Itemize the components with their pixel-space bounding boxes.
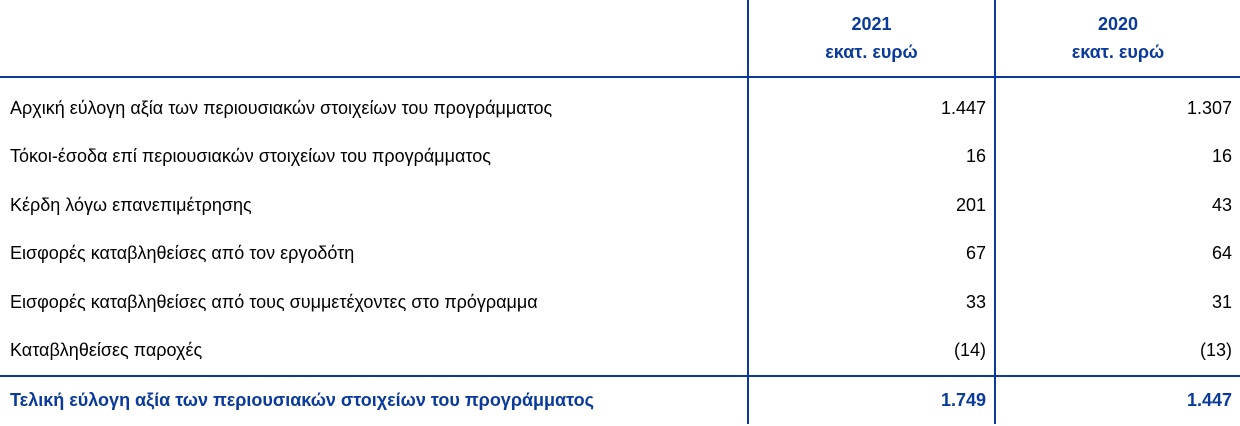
value-2020: 16 <box>994 132 1240 181</box>
row-label: Εισφορές καταβληθείσες από τους συμμετέχ… <box>10 291 538 312</box>
table-row: Αρχική εύλογη αξία των περιουσιακών στοι… <box>0 77 1240 133</box>
header-year: 2021 <box>851 14 892 34</box>
value-2021: 201 <box>747 181 995 230</box>
row-label: Τόκοι-έσοδα επί περιουσιακών στοιχείων τ… <box>10 146 491 167</box>
total-2020: 1.447 <box>994 375 1240 424</box>
total-2021: 1.749 <box>747 375 995 424</box>
total-row: Τελική εύλογη αξία των περιουσιακών στοι… <box>0 375 1240 424</box>
row-label: Κέρδη λόγω επανεπιμέτρησης <box>10 194 252 215</box>
value-2020: 31 <box>994 278 1240 327</box>
header-2021: 2021 εκατ. ευρώ <box>747 0 995 78</box>
header-unit: εκατ. ευρώ <box>1071 42 1165 62</box>
header-2020: 2020 εκατ. ευρώ <box>994 0 1240 78</box>
row-label: Αρχική εύλογη αξία των περιουσιακών στοι… <box>10 97 553 118</box>
table-row: Κέρδη λόγω επανεπιμέτρησης 201 43 <box>0 181 1240 230</box>
total-label: Τελική εύλογη αξία των περιουσιακών στοι… <box>0 375 748 424</box>
row-label: Καταβληθείσες παροχές <box>10 340 203 361</box>
row-label: Εισφορές καταβληθείσες από τον εργοδότη <box>10 243 355 264</box>
value-2021: (14) <box>747 326 995 376</box>
header-unit: εκατ. ευρώ <box>825 42 918 62</box>
table-row: Καταβληθείσες παροχές (14) (13) <box>0 326 1240 376</box>
value-2020: 1.307 <box>994 77 1240 133</box>
header-row: 2021 εκατ. ευρώ 2020 εκατ. ευρώ <box>0 0 1240 78</box>
table-row: Τόκοι-έσοδα επί περιουσιακών στοιχείων τ… <box>0 132 1240 181</box>
value-2021: 16 <box>747 132 995 181</box>
value-2021: 67 <box>747 229 995 278</box>
header-label-cell <box>0 0 748 78</box>
header-year: 2020 <box>1097 14 1139 34</box>
table-row: Εισφορές καταβληθείσες από τους συμμετέχ… <box>0 278 1240 327</box>
value-2021: 33 <box>747 278 995 327</box>
value-2020: 43 <box>994 181 1240 230</box>
value-2020: 64 <box>994 229 1240 278</box>
value-2021: 1.447 <box>747 77 995 133</box>
table-row: Εισφορές καταβληθείσες από τον εργοδότη … <box>0 229 1240 278</box>
value-2020: (13) <box>994 326 1240 376</box>
